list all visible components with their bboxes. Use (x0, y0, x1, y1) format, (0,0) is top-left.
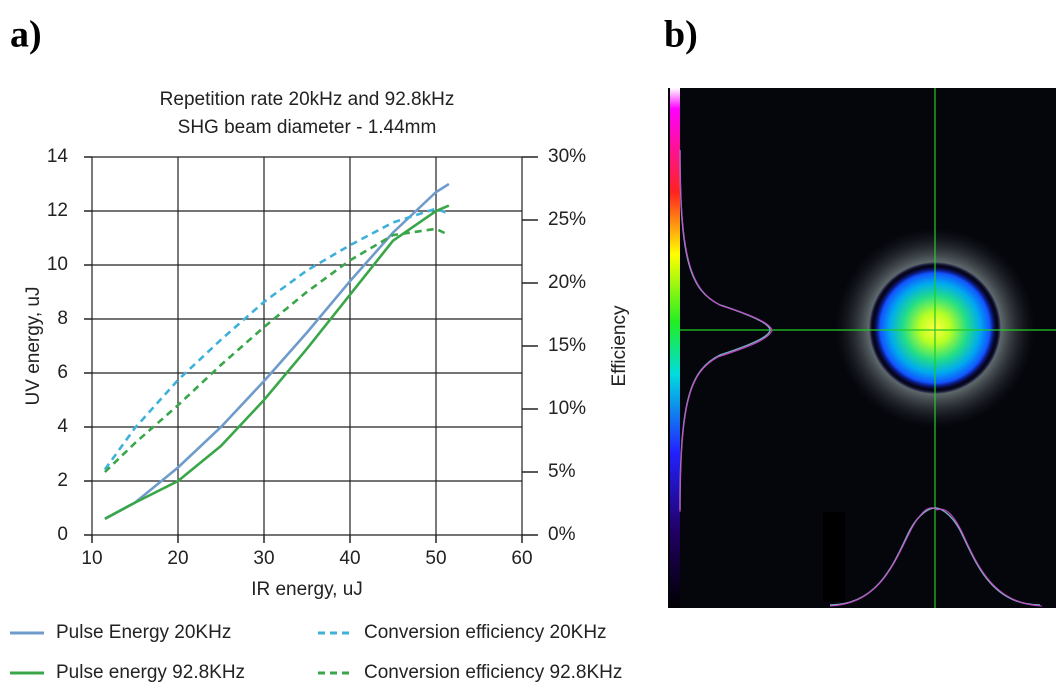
x-tick-label: 10 (81, 548, 102, 569)
y-tick-label: 14 (47, 146, 69, 167)
y-tick-label: 8 (57, 308, 68, 329)
legend-label: Conversion efficiency 20KHz (364, 622, 607, 643)
y-tick-label: 4 (57, 416, 68, 437)
y2-tick-label: 10% (548, 398, 586, 419)
legend-label: Pulse energy 92.8KHz (56, 662, 245, 683)
panel-label: a) (10, 14, 42, 56)
chart-subtitle: SHG beam diameter - 1.44mm (178, 117, 437, 138)
chart-title: Repetition rate 20kHz and 92.8kHz (160, 89, 455, 110)
series-line (105, 209, 449, 470)
x-tick-label: 50 (425, 548, 446, 569)
y2-tick-label: 30% (548, 146, 586, 167)
y2-tick-label: 25% (548, 209, 586, 230)
x-tick-label: 20 (167, 548, 188, 569)
x-tick-label: 30 (253, 548, 274, 569)
x-tick-label: 60 (511, 548, 532, 569)
figure: a) b) Repetition rate 20kHz and 92.8kHz … (0, 0, 1056, 688)
panel-label: b) (664, 14, 698, 56)
y2-tick-label: 5% (548, 461, 576, 482)
y2-tick-label: 0% (548, 524, 576, 545)
y2-tick-label: 15% (548, 335, 586, 356)
y-tick-label: 2 (57, 470, 68, 491)
beam-profile-image (668, 88, 1056, 608)
y2-tick-label: 20% (548, 272, 586, 293)
series-line (105, 206, 449, 519)
y-tick-label: 10 (47, 254, 68, 275)
y-tick-label: 12 (47, 200, 68, 221)
y-tick-label: 0 (57, 524, 68, 545)
y-axis-label: UV energy, uJ (23, 287, 44, 406)
legend-label: Pulse Energy 20KHz (56, 622, 231, 643)
x-tick-label: 40 (339, 548, 360, 569)
x-axis-label: IR energy, uJ (251, 579, 363, 600)
y-tick-label: 6 (57, 362, 68, 383)
y2-axis-label: Efficiency (609, 305, 630, 386)
legend-label: Conversion efficiency 92.8KHz (364, 662, 622, 683)
